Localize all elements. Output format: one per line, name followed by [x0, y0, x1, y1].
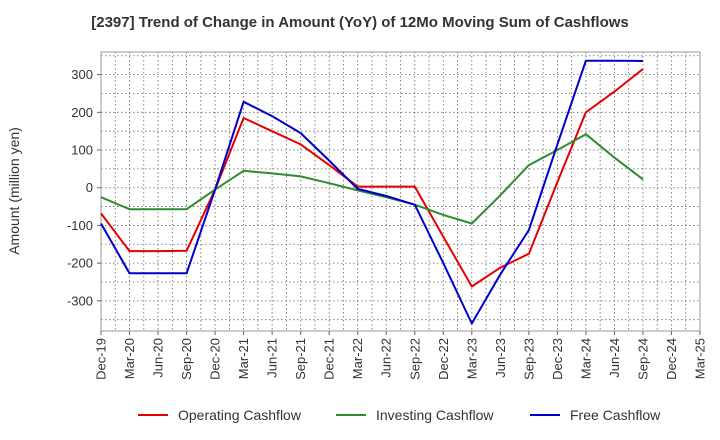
- x-tick-label: Dec-22: [436, 338, 451, 380]
- x-tick-label: Dec-20: [208, 338, 223, 380]
- x-tick-label: Sep-20: [179, 338, 194, 380]
- legend-item-investing-cashflow: Investing Cashflow: [336, 404, 494, 426]
- x-tick-label: Mar-24: [578, 338, 593, 379]
- x-tick-label: Mar-21: [236, 338, 251, 379]
- x-tick-label: Dec-24: [664, 338, 679, 380]
- series-line-free-cashflow: [100, 59, 644, 325]
- x-tick-label: Mar-23: [464, 338, 479, 379]
- x-tick-label: Sep-22: [407, 338, 422, 380]
- series-line-operating-cashflow: [100, 68, 644, 288]
- x-tick-label: Dec-23: [550, 338, 565, 380]
- x-tick-label: Mar-22: [350, 338, 365, 379]
- x-tick-label: Jun-24: [607, 338, 622, 378]
- legend-item-operating-cashflow: Operating Cashflow: [138, 404, 301, 426]
- x-tick-label: Jun-22: [379, 338, 394, 378]
- x-tick-label: Jun-20: [151, 338, 166, 378]
- y-tick-label: -200: [67, 256, 93, 271]
- y-tick-label: -100: [67, 218, 93, 233]
- y-tick-label: 200: [71, 105, 93, 120]
- x-tick-label: Jun-21: [265, 338, 280, 378]
- axes: [97, 51, 701, 335]
- y-axis-label: Amount (million yen): [6, 127, 22, 255]
- y-tick-label: 300: [71, 67, 93, 82]
- x-tick-label: Sep-21: [293, 338, 308, 380]
- chart-title: [2397] Trend of Change in Amount (YoY) o…: [91, 14, 629, 31]
- x-tick-label: Dec-19: [94, 338, 109, 380]
- x-tick-label: Mar-25: [693, 338, 708, 379]
- legend: Operating Cashflow Investing Cashflow Free…: [0, 404, 720, 426]
- grid: [100, 52, 701, 331]
- legend-label: Investing Cashflow: [376, 407, 494, 423]
- legend-swatch: [530, 414, 560, 416]
- x-tick-label: Jun-23: [493, 338, 508, 378]
- y-tick-label: -300: [67, 293, 93, 308]
- series-lines: [100, 59, 644, 325]
- plot-frame: [100, 51, 701, 332]
- y-tick-labels: -300 -200 -100 0 100 200 300: [67, 67, 93, 308]
- y-tick-label: 100: [71, 143, 93, 158]
- x-tick-label: Sep-24: [635, 338, 650, 380]
- x-tick-label: Dec-21: [322, 338, 337, 380]
- x-tick-labels: Dec-19 Mar-20 Jun-20 Sep-20 Dec-20 Mar-21 Jun-…: [94, 338, 708, 380]
- series-line-investing-cashflow: [100, 133, 644, 225]
- x-tick-label: Mar-20: [122, 338, 137, 379]
- legend-label: Free Cashflow: [570, 407, 661, 423]
- legend-swatch: [336, 414, 366, 416]
- y-tick-label: 0: [86, 180, 93, 195]
- legend-label: Operating Cashflow: [178, 407, 301, 423]
- legend-swatch: [138, 414, 168, 416]
- legend-item-free-cashflow: Free Cashflow: [530, 404, 660, 426]
- x-tick-label: Sep-23: [521, 338, 536, 380]
